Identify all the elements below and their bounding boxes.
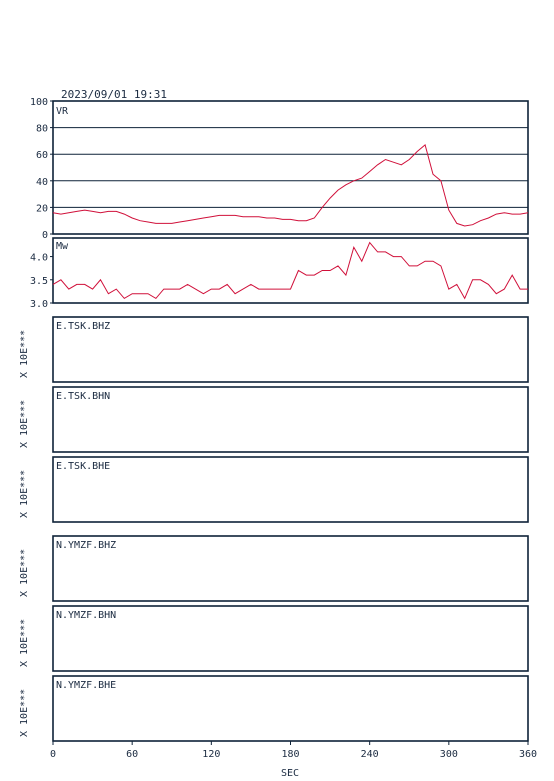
station-scale-label: X 10E***	[19, 689, 30, 737]
mw-panel-frame	[52, 237, 529, 304]
x-axis-label: SEC	[281, 768, 299, 779]
vr-y-tick-labels: 0 20 40 60 80 100	[30, 97, 53, 241]
x-tick-label: 240	[361, 749, 379, 760]
x-tick-label: 360	[519, 749, 537, 760]
station-panel-ymzf-bhz: N.YMZF.BHZ X 10E***	[19, 535, 529, 602]
station-panel-ymzf-bhe: N.YMZF.BHE X 10E***	[19, 675, 529, 742]
mw-y-tick-label: 4.0	[30, 253, 48, 264]
station-panel-frame	[52, 535, 529, 602]
vr-panel-frame	[52, 100, 529, 235]
station-panel-tsk-bhe: E.TSK.BHE X 10E***	[19, 456, 529, 523]
station-panel-frame	[52, 316, 529, 383]
station-scale-label: X 10E***	[19, 330, 30, 378]
station-scale-label: X 10E***	[19, 400, 30, 448]
vr-y-tick-label: 100	[30, 97, 48, 108]
x-tick-label: 180	[281, 749, 299, 760]
mw-panel: 3.0 3.5 4.0 Mw	[30, 237, 529, 310]
vr-series-line	[52, 144, 529, 227]
vr-panel-label: VR	[56, 106, 69, 117]
mw-y-tick-label: 3.0	[30, 299, 48, 310]
station-panel-tsk-bhz: E.TSK.BHZ X 10E***	[19, 316, 529, 383]
station-label: N.YMZF.BHE	[56, 680, 116, 691]
station-scale-label: X 10E***	[19, 470, 30, 518]
mw-y-tick-label: 3.5	[30, 276, 48, 287]
vr-panel: 0 20 40 60 80 100 VR	[30, 97, 529, 241]
station-scale-label: X 10E***	[19, 549, 30, 597]
station-panel-ymzf-bhn: N.YMZF.BHN X 10E***	[19, 605, 529, 672]
station-label: E.TSK.BHZ	[56, 321, 110, 332]
x-tick-label: 60	[126, 749, 138, 760]
station-label: N.YMZF.BHN	[56, 610, 116, 621]
x-tick-label: 0	[50, 749, 56, 760]
x-tick-label: 120	[202, 749, 220, 760]
vr-gridlines	[53, 127, 528, 208]
station-panel-frame	[52, 386, 529, 453]
station-panel-frame	[52, 675, 529, 742]
datetime-label: 2023/09/01 19:31	[61, 88, 167, 101]
station-panel-frame	[52, 456, 529, 523]
station-label: E.TSK.BHE	[56, 461, 110, 472]
x-axis-ticks: 0 60 120 180 240 300 360	[50, 741, 537, 760]
station-scale-label: X 10E***	[19, 619, 30, 667]
mw-y-tick-labels: 3.0 3.5 4.0	[30, 253, 53, 310]
vr-y-tick-label: 80	[36, 124, 48, 135]
x-tick-label: 300	[440, 749, 458, 760]
vr-y-tick-label: 40	[36, 177, 48, 188]
station-label: E.TSK.BHN	[56, 391, 110, 402]
vr-y-tick-label: 60	[36, 150, 48, 161]
station-panel-frame	[52, 605, 529, 672]
mw-series-line	[52, 241, 528, 300]
vr-y-tick-label: 20	[36, 203, 48, 214]
station-label: N.YMZF.BHZ	[56, 540, 116, 551]
vr-y-tick-label: 0	[42, 230, 48, 241]
mw-panel-label: Mw	[56, 241, 69, 252]
station-panel-tsk-bhn: E.TSK.BHN X 10E***	[19, 386, 529, 453]
